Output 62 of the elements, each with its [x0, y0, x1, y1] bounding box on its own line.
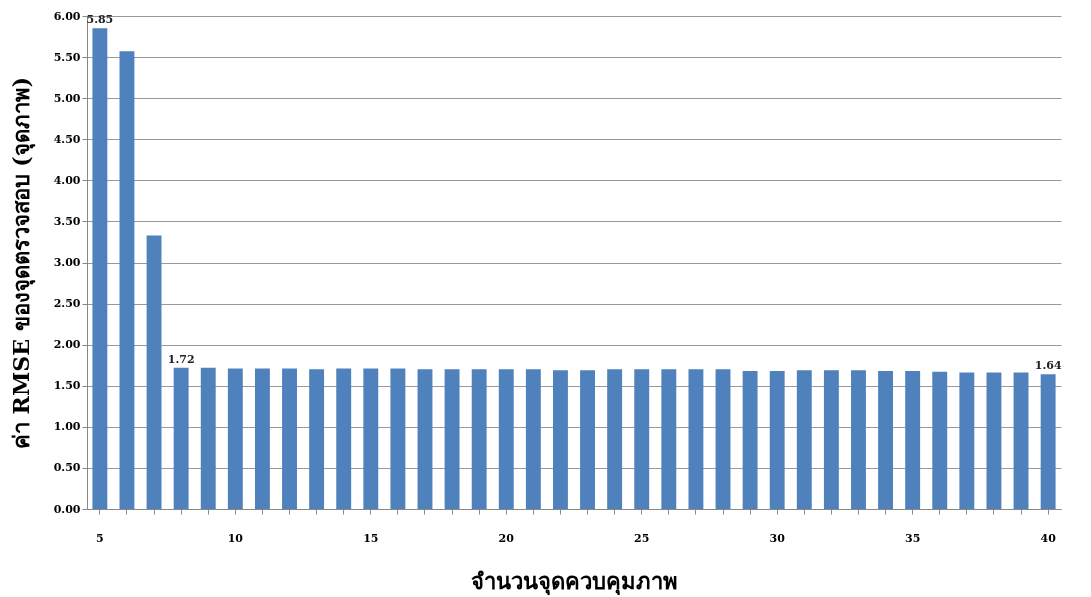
y-tick-label: 5.00: [53, 91, 81, 105]
bar: [336, 368, 352, 509]
x-tick-label: 5: [96, 531, 104, 545]
bar: [553, 370, 568, 509]
bar: [417, 369, 433, 509]
bar: [227, 368, 243, 509]
bar: [498, 369, 514, 509]
bar: [851, 370, 866, 509]
data-label: 1.64: [1034, 359, 1062, 373]
x-tick-label: 15: [363, 531, 379, 545]
y-tick-label: 6.00: [53, 9, 81, 23]
bar: [607, 369, 623, 509]
bar: [986, 372, 1002, 509]
bar: [1013, 372, 1029, 509]
y-tick-label: 0.00: [53, 502, 81, 516]
y-tick-label: 4.50: [53, 132, 81, 146]
bar: [878, 370, 894, 509]
bar: [905, 370, 921, 509]
y-tick-label: 3.50: [53, 214, 81, 228]
bar: [1040, 374, 1056, 509]
bar: [959, 372, 975, 509]
x-tick-label: 30: [769, 531, 786, 545]
y-tick-label: 5.50: [53, 50, 81, 64]
x-tick-label: 25: [634, 531, 650, 545]
x-tick-label: 35: [905, 531, 921, 545]
x-tick-label: 20: [498, 531, 515, 545]
bar: [146, 235, 162, 509]
x-tick-label: 10: [227, 531, 244, 545]
y-axis-title: ค่า RMSE ของจุดตรวจสอบ (จุดภาพ): [7, 76, 36, 450]
bar: [471, 369, 487, 509]
bar: [119, 51, 135, 509]
bar: [363, 368, 379, 509]
y-tick-label: 2.00: [53, 338, 81, 352]
x-tick-label: 40: [1040, 531, 1057, 545]
bar: [796, 370, 812, 509]
bar: [254, 368, 270, 509]
bar: [634, 369, 650, 509]
bar: [742, 370, 758, 509]
bar: [580, 370, 595, 509]
y-tick-label: 1.50: [53, 379, 81, 393]
x-axis-title: จำนวนจุดควบคุมภาพ: [471, 567, 678, 596]
y-tick-label: 2.50: [53, 297, 81, 311]
bar: [823, 370, 839, 509]
bar: [444, 369, 460, 509]
y-tick-label: 4.00: [53, 173, 81, 187]
bar: [309, 369, 325, 509]
bar: [932, 371, 948, 509]
y-tick-label: 0.50: [53, 461, 81, 475]
data-label: 5.85: [86, 13, 114, 27]
bar: [92, 28, 108, 509]
bar: [715, 369, 731, 509]
bar: [173, 367, 189, 509]
bar: [688, 369, 704, 509]
bar: [769, 370, 785, 509]
bar: [200, 367, 216, 509]
data-label: 1.72: [167, 352, 195, 366]
bar: [282, 368, 297, 509]
bar: [390, 368, 406, 509]
y-tick-label: 3.00: [53, 256, 81, 269]
y-tick-label: 1.00: [53, 420, 81, 434]
bar: [661, 369, 677, 509]
bar: [525, 369, 541, 509]
